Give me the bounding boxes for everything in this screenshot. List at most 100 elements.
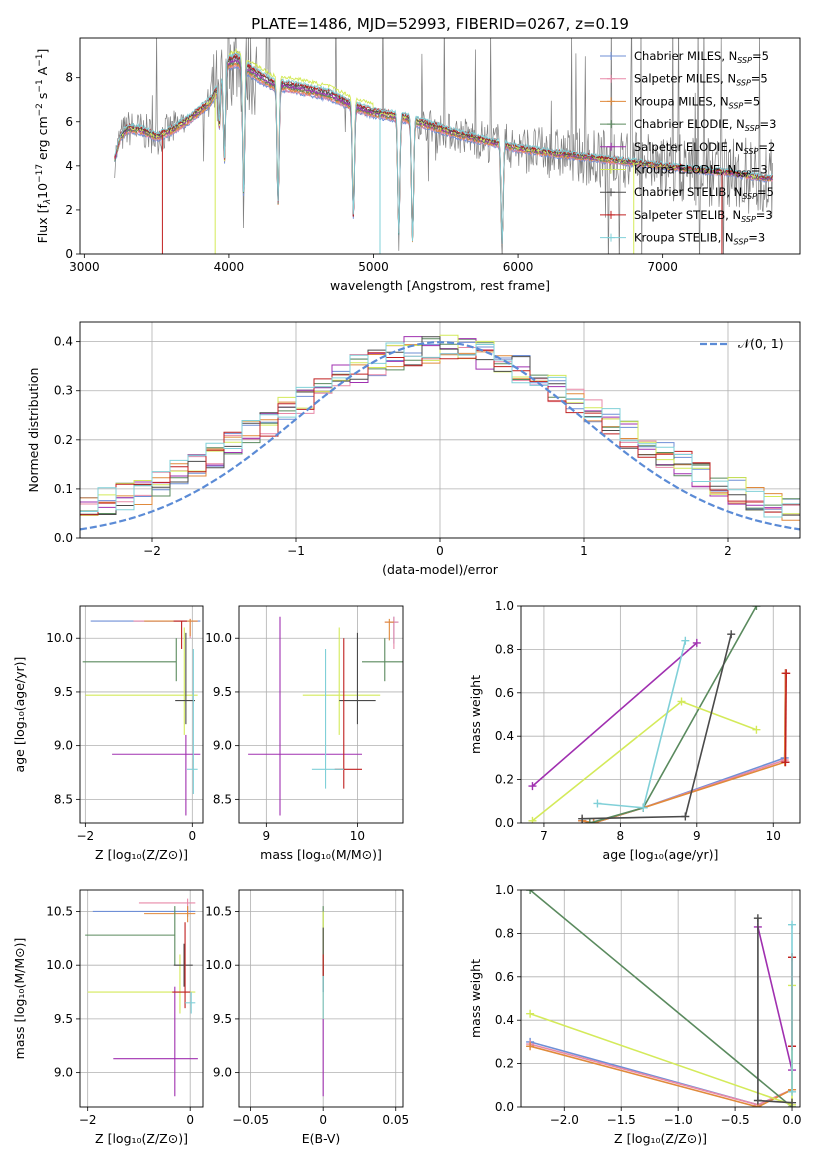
tick-label-y: 0.4	[54, 335, 73, 349]
plot-area-age-vs-Z	[80, 606, 203, 823]
tick-label-y: 10.0	[46, 958, 73, 972]
axis-label-x: age [log₁₀(age/yr)]	[603, 847, 719, 862]
axes-mass-vs-EBV: −0.05 0 0.05 9.0 9.5 10.0 10.5 E(B-V)	[205, 889, 409, 1146]
axis-label-y: mass [log₁₀(M/M⊙)]	[12, 938, 27, 1060]
axes-frame	[79, 37, 801, 255]
weight-marker-3	[526, 890, 535, 894]
tick-label-x: 10	[350, 829, 365, 843]
axis-label-x: wavelength [Angstrom, rest frame]	[330, 278, 550, 293]
axes-frame	[238, 889, 404, 1108]
tick-label-y: 0.8	[495, 642, 514, 656]
tick-label-y: 0.6	[495, 970, 514, 984]
tick-label-y: 10.0	[46, 631, 73, 645]
tick-label-y: 0.2	[495, 1057, 514, 1071]
tick-label-y: 8.5	[54, 792, 73, 806]
weight-line-1	[582, 673, 787, 823]
tick-label-x: 2	[724, 544, 732, 558]
plot-area-weight-vs-Z	[521, 890, 800, 1107]
legend-marker	[607, 74, 615, 83]
weight-marker-4	[692, 638, 701, 647]
tick-label-y: 0.2	[54, 433, 73, 447]
axes-frame	[79, 605, 204, 824]
tick-label-y: 10.5	[205, 904, 232, 918]
legend-marker	[607, 142, 615, 151]
legend-marker	[607, 52, 615, 60]
weight-marker-2	[589, 819, 598, 823]
axis-label-y: Flux [fλ10−17 erg cm−2 s−1 A−1]	[35, 49, 53, 244]
axis-label-x: (data-model)/error	[382, 562, 499, 577]
tick-label-x: 9	[693, 829, 701, 843]
weight-marker-5	[677, 697, 686, 706]
tick-label-x: 6000	[503, 260, 534, 274]
tick-label-y: 0.3	[54, 384, 73, 398]
weight-marker-2	[526, 1042, 535, 1051]
weight-marker-8	[788, 1087, 797, 1096]
tick-label-x: 0	[436, 544, 444, 558]
tick-label-x: −1.5	[607, 1113, 636, 1127]
tick-label-y: 4	[65, 159, 73, 173]
tick-label-y: 0.4	[495, 1013, 514, 1027]
tick-label-y: 8	[65, 71, 73, 85]
axes-frame	[79, 889, 204, 1108]
legend-marker	[607, 120, 615, 129]
weight-line-0	[582, 673, 787, 823]
tick-label-x: 3000	[69, 260, 100, 274]
axis-label-x: mass [log₁₀(M/M⊙)]	[260, 847, 382, 862]
tick-label-y: 8.5	[213, 792, 232, 806]
axes-frame	[520, 605, 801, 824]
weight-marker-8	[681, 636, 690, 645]
weight-marker-8	[788, 920, 797, 929]
weight-marker-6	[727, 630, 736, 639]
axes-frame	[238, 605, 404, 824]
plot-area-age-vs-mass	[239, 606, 403, 823]
tick-label-y: 1.0	[495, 599, 514, 613]
gaussian-curve	[80, 341, 800, 531]
weight-marker-5	[528, 816, 537, 823]
tick-label-y: 0.4	[495, 729, 514, 743]
weight-line-1	[529, 957, 793, 1106]
legend-entry: Salpeter ELODIE, NSSP=2	[634, 140, 775, 156]
tick-label-y: 9.0	[54, 739, 73, 753]
weight-line-8	[597, 640, 687, 809]
plot-area-mass-vs-EBV	[239, 890, 403, 1107]
tick-label-x: 0	[186, 1113, 194, 1127]
weight-line-0	[529, 957, 793, 1106]
tick-label-x: 4000	[214, 260, 245, 274]
tick-label-y: 0.0	[495, 816, 514, 830]
weight-line-3	[529, 890, 793, 1107]
tick-label-x: 9	[263, 829, 271, 843]
axes-age-vs-mass: 9 10 8.5 9.0 9.5 10.0 mass [log₁₀(M/M⊙)]	[205, 605, 404, 862]
tick-label-y: 0.0	[495, 1100, 514, 1114]
tick-label-x: −2.0	[550, 1113, 579, 1127]
model-spectrum-8	[114, 52, 773, 245]
legend-entry: Salpeter MILES, NSSP=5	[634, 72, 768, 88]
axis-label-y: age [log₁₀(age/yr)]	[12, 657, 27, 773]
weight-line-4	[531, 642, 698, 787]
legend-entry: Kroupa ELODIE, NSSP=3	[634, 163, 768, 179]
tick-label-y: 9.5	[54, 685, 73, 699]
figure-title: PLATE=1486, MJD=52993, FIBERID=0267, z=0…	[251, 15, 629, 33]
tick-label-x: 0	[188, 829, 196, 843]
legend-entry: Kroupa STELIB, NSSP=3	[634, 231, 765, 247]
tick-label-x: −0.5	[721, 1113, 750, 1127]
tick-label-y: 0.2	[495, 773, 514, 787]
legend-marker	[607, 97, 615, 106]
tick-label-x: −2	[79, 1113, 97, 1127]
weight-marker-8	[593, 799, 602, 808]
axis-label-y: mass weight	[468, 959, 483, 1038]
legend-entry: 𝒩(0, 1)	[738, 336, 784, 351]
weight-marker-8	[639, 803, 648, 812]
tick-label-y: 9.5	[213, 685, 232, 699]
tick-label-y: 0.0	[54, 531, 73, 545]
plot-area-spectrum	[114, 38, 773, 254]
histogram-8	[80, 342, 800, 518]
weight-line-6	[582, 634, 732, 820]
tick-label-y: 0	[65, 247, 73, 261]
axes-residuals: −2 −1 0 1 2 0.0 0.1 0.2 0.3 0.4 (data-model)/error…	[26, 321, 801, 577]
tick-label-y: 6	[65, 115, 73, 129]
axes-weight-vs-Z: −2.0 −1.5 −1.0 −0.5 0.0 0.0 0.2 0.4 0.6 0.8 1.0 Z […	[468, 883, 802, 1146]
weight-line-2	[582, 673, 787, 823]
axis-label-x: E(B-V)	[302, 1131, 341, 1146]
tick-label-x: 5000	[358, 260, 389, 274]
